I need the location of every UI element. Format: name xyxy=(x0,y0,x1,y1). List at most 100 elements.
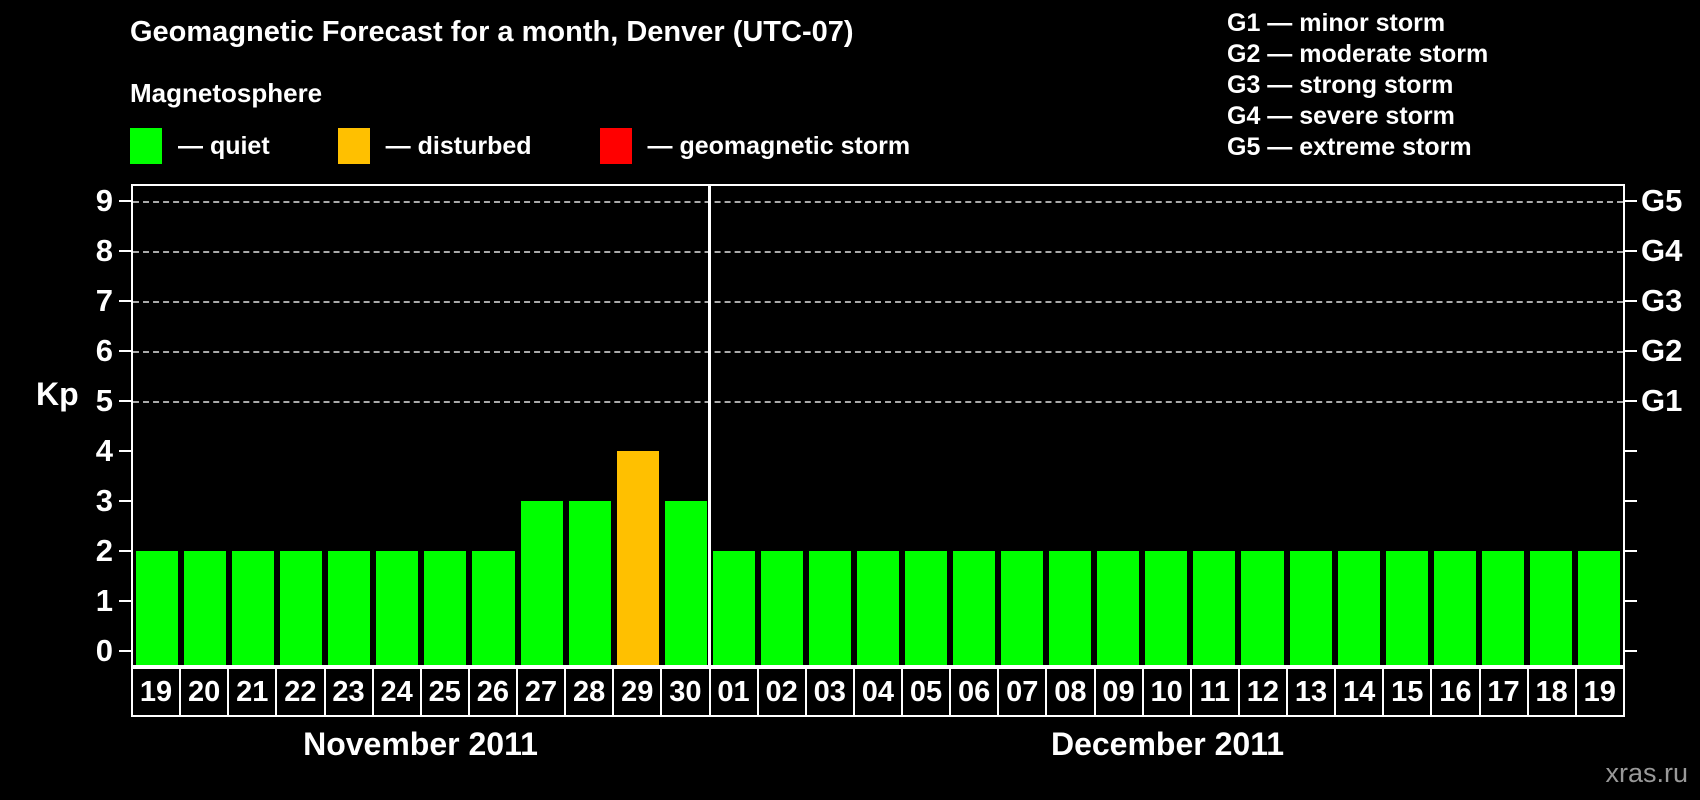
kp-bar-day-18 xyxy=(1529,551,1572,665)
kp-bar-day-15 xyxy=(1385,551,1428,665)
y-tick-label-1: 1 xyxy=(95,583,113,618)
y-tick-label-4: 4 xyxy=(95,433,113,468)
y-axis-tick-right xyxy=(1625,550,1637,552)
legend-item-quiet: — quiet xyxy=(130,128,270,164)
g-scale-legend-line-3: G3 — strong storm xyxy=(1227,71,1454,99)
date-cell-30: 30 xyxy=(660,669,708,715)
y-axis-tick-right xyxy=(1625,350,1637,352)
kp-bar-day-10 xyxy=(1145,551,1188,665)
y-axis-tick-left xyxy=(119,250,131,252)
date-cell-18: 18 xyxy=(1526,669,1575,715)
legend-swatch-quiet xyxy=(130,128,162,164)
g-scale-axis-label-g5: G5 xyxy=(1641,183,1683,218)
date-cell-06: 06 xyxy=(949,669,997,715)
y-tick-label-6: 6 xyxy=(95,333,113,368)
month-separator xyxy=(708,186,712,665)
g-scale-axis-label-g1: G1 xyxy=(1641,383,1683,418)
g-scale-legend-line-1: G1 — minor storm xyxy=(1227,9,1446,37)
y-tick-label-0: 0 xyxy=(95,633,113,668)
y-axis-tick-right xyxy=(1625,250,1637,252)
y-axis-tick-left xyxy=(119,300,131,302)
date-cell-05: 05 xyxy=(901,669,949,715)
gridline-kp-7 xyxy=(133,301,1623,303)
date-axis-row: 19 20 21 22 23 24 25 26 27 28 29 30 01 02 03 04 05 06 07 08… xyxy=(131,667,1625,717)
kp-bar-day-03 xyxy=(808,551,851,665)
date-cell-25: 25 xyxy=(419,669,468,715)
y-axis-tick-right xyxy=(1625,650,1637,652)
legend-swatch-disturbed xyxy=(337,128,370,164)
gridline-kp-8 xyxy=(133,251,1623,253)
kp-bar-day-22 xyxy=(280,551,323,665)
date-cell-10: 10 xyxy=(1141,669,1190,715)
month-label-december: December 2011 xyxy=(1050,726,1285,762)
y-axis-tick-left xyxy=(119,500,131,502)
date-cell-14: 14 xyxy=(1334,669,1382,715)
date-cell-22: 22 xyxy=(275,669,323,715)
y-axis-tick-right xyxy=(1625,200,1637,202)
kp-bar-day-06 xyxy=(953,551,996,665)
date-cell-13: 13 xyxy=(1286,669,1334,715)
y-axis-tick-left xyxy=(119,550,131,552)
date-cell-01: 01 xyxy=(708,669,757,715)
y-axis-tick-right xyxy=(1625,450,1637,452)
date-cell-26: 26 xyxy=(467,669,516,715)
kp-bar-day-19 xyxy=(136,551,179,665)
date-cell-29: 29 xyxy=(612,669,660,715)
date-cell-19: 19 xyxy=(139,675,173,708)
legend-label-quiet: — quiet xyxy=(178,131,270,160)
date-cell-02: 02 xyxy=(756,669,805,715)
kp-bar-day-16 xyxy=(1433,551,1476,665)
legend-label-disturbed: — disturbed xyxy=(385,131,532,160)
kp-bar-day-21 xyxy=(232,551,275,665)
kp-bar-day-01 xyxy=(712,551,755,665)
y-tick-label-7: 7 xyxy=(95,283,113,318)
magnetosphere-legend: — quiet — disturbed — geomagnetic storm xyxy=(130,128,910,164)
kp-bar-day-28 xyxy=(568,501,611,665)
legend-title: Magnetosphere xyxy=(130,78,323,108)
chart-title: Geomagnetic Forecast for a month, Denver… xyxy=(130,16,854,48)
y-axis-tick-right xyxy=(1625,500,1637,502)
kp-bar-day-29 xyxy=(616,451,659,665)
y-axis-tick-left xyxy=(119,450,131,452)
date-cell-20: 20 xyxy=(179,669,227,715)
y-axis-label: Kp xyxy=(36,376,79,412)
date-cell-16: 16 xyxy=(1430,669,1478,715)
kp-bar-day-08 xyxy=(1049,551,1092,665)
legend-label-storm: — geomagnetic storm xyxy=(647,131,911,160)
g-scale-axis-label-g4: G4 xyxy=(1641,233,1683,268)
kp-bar-day-13 xyxy=(1289,551,1332,665)
plot-area xyxy=(131,184,1625,667)
kp-bar-day-23 xyxy=(328,551,371,665)
legend-item-storm: — geomagnetic storm xyxy=(599,128,911,164)
g-scale-legend-line-2: G2 — moderate storm xyxy=(1227,40,1489,68)
y-axis-tick-left xyxy=(119,200,131,202)
date-cell-19: 19 xyxy=(1574,669,1623,715)
y-axis-tick-left xyxy=(119,400,131,402)
kp-bar-day-04 xyxy=(856,551,900,665)
date-cell-15: 15 xyxy=(1382,669,1430,715)
kp-bar-day-11 xyxy=(1193,551,1236,665)
kp-bar-day-26 xyxy=(472,551,515,665)
date-cell-09: 09 xyxy=(1093,669,1142,715)
kp-bar-day-24 xyxy=(376,551,419,665)
y-axis-tick-right xyxy=(1625,300,1637,302)
kp-bar-day-07 xyxy=(1001,551,1044,665)
g-scale-legend: G1 — minor storm G2 — moderate storm G3 — … xyxy=(1227,8,1488,163)
y-axis-tick-left xyxy=(119,600,131,602)
g-scale-legend-line-5: G5 — extreme storm xyxy=(1227,133,1472,161)
y-tick-label-3: 3 xyxy=(95,483,113,518)
date-cell-23: 23 xyxy=(323,669,372,715)
y-axis-tick-right xyxy=(1625,400,1637,402)
g-scale-axis-label-g3: G3 xyxy=(1641,283,1683,318)
g-scale-legend-line-4: G4 — severe storm xyxy=(1227,102,1455,130)
legend-swatch-storm xyxy=(599,128,632,164)
date-cell-11: 11 xyxy=(1189,669,1238,715)
date-cell-04: 04 xyxy=(852,669,901,715)
y-axis-tick-left xyxy=(119,350,131,352)
y-axis-tick-right xyxy=(1625,600,1637,602)
date-cell-03: 03 xyxy=(804,669,853,715)
kp-bar-day-17 xyxy=(1481,551,1524,665)
y-axis-tick-left xyxy=(119,650,131,652)
kp-bar-day-19 xyxy=(1577,551,1620,665)
watermark: xras.ru xyxy=(1605,758,1688,788)
